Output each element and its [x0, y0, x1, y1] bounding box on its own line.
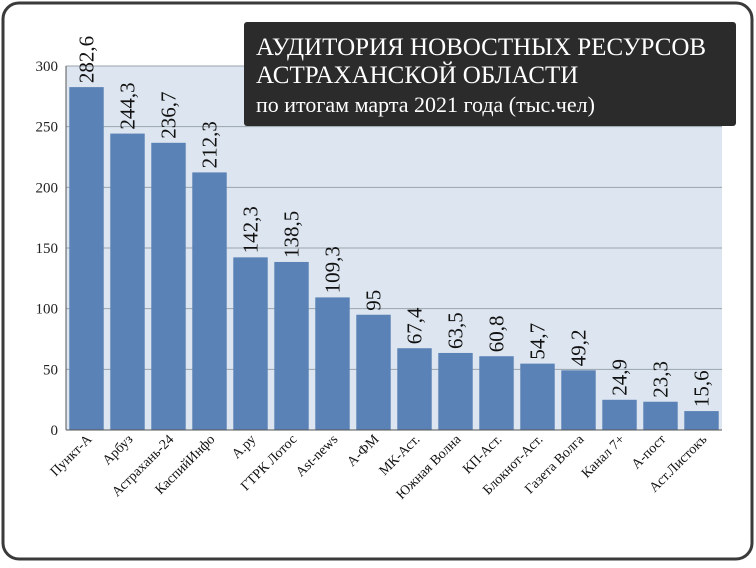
bar [561, 370, 596, 430]
bar [520, 363, 555, 430]
value-label: 282,6 [75, 36, 99, 83]
value-labels: 282,6 244,3 236,7 212,3 142,3 138,5 109,3 95 67,… [75, 36, 714, 407]
bar [479, 356, 514, 430]
y-tick-label: 300 [36, 59, 59, 75]
y-tick-labels: 0 50 100 150 200 250 300 [36, 59, 59, 439]
y-tick-label: 200 [36, 180, 59, 196]
title-box: АУДИТОРИЯ НОВОСТНЫХ РЕСУРСОВ АСТРАХАНСКО… [244, 22, 736, 126]
value-label: 63,5 [444, 312, 468, 349]
bars [69, 87, 719, 430]
y-tick-label: 0 [51, 423, 59, 439]
value-label: 54,7 [526, 323, 550, 360]
value-label: 236,7 [157, 92, 181, 139]
bar [438, 352, 473, 430]
value-label: 23,3 [649, 361, 673, 398]
y-tick-label: 50 [43, 362, 58, 378]
value-label: 138,5 [280, 211, 304, 258]
chart-subtitle: по итогам марта 2021 года (тыс.чел) [256, 92, 595, 117]
value-label: 244,3 [116, 82, 140, 129]
value-label: 49,2 [567, 330, 591, 367]
value-label: 142,3 [239, 206, 263, 253]
value-label: 109,3 [321, 246, 345, 293]
value-label: 24,9 [608, 359, 632, 396]
y-tick-label: 100 [36, 302, 59, 318]
bar [110, 133, 145, 430]
bar [397, 348, 432, 430]
y-tick-label: 250 [36, 120, 59, 136]
title-background [244, 22, 736, 126]
bar [151, 142, 186, 430]
bar [192, 172, 227, 430]
bar [315, 297, 350, 430]
value-label: 212,3 [198, 121, 222, 168]
bar [602, 399, 637, 430]
y-tick-label: 150 [36, 241, 59, 257]
axes [65, 66, 722, 431]
value-label: 95 [362, 290, 386, 311]
value-label: 15,6 [690, 370, 714, 407]
bar [233, 257, 268, 430]
bar [356, 314, 391, 430]
value-label: 60,8 [485, 315, 509, 352]
value-label: 67,4 [403, 307, 427, 344]
bar [69, 87, 104, 430]
chart-title-line2: АСТРАХАНСКОЙ ОБЛАСТИ [256, 61, 578, 89]
chart-title-line1: АУДИТОРИЯ НОВОСТНЫХ РЕСУРСОВ [256, 34, 706, 61]
bar [643, 401, 678, 430]
bar [274, 261, 309, 430]
bar [684, 411, 719, 430]
